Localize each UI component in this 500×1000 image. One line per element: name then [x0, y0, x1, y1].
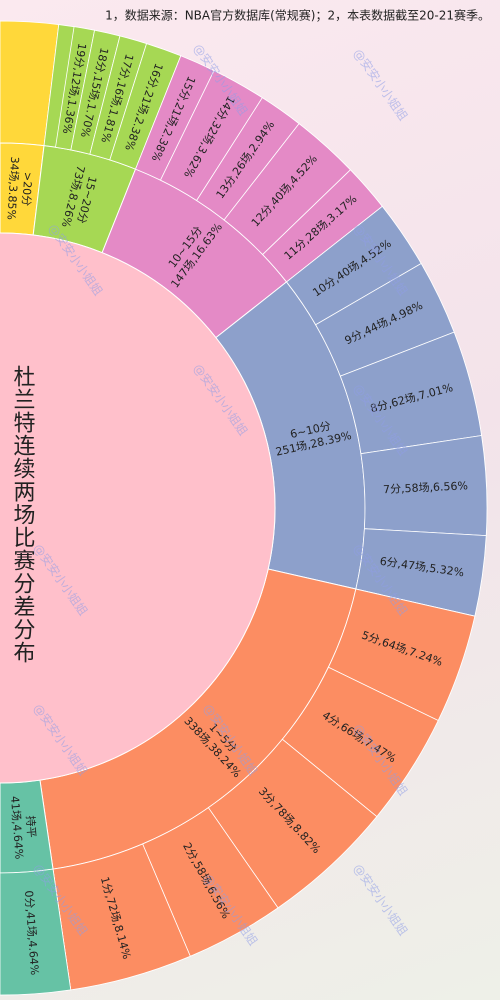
group-name: 持平: [23, 815, 39, 838]
group-label: 34场,3.85%: [4, 156, 22, 220]
group-label: 41场,4.64%: [8, 795, 27, 859]
child-label: 0分,41场,4.64%: [22, 890, 42, 976]
center-disc: [0, 232, 276, 784]
chart-title: 杜兰特连续两场比赛分差分布: [10, 365, 36, 664]
watermark: @安安小小姐姐: [351, 861, 411, 938]
group-name: >20分: [19, 172, 34, 207]
child-label: 7分,58场,6.56%: [383, 478, 468, 496]
watermark: @安安小小姐姐: [351, 46, 411, 123]
note: 1，数据来源：NBA官方数据库(常规赛)；2，本表数据截至20-21赛季。: [105, 8, 490, 23]
child-sector: [0, 868, 72, 996]
